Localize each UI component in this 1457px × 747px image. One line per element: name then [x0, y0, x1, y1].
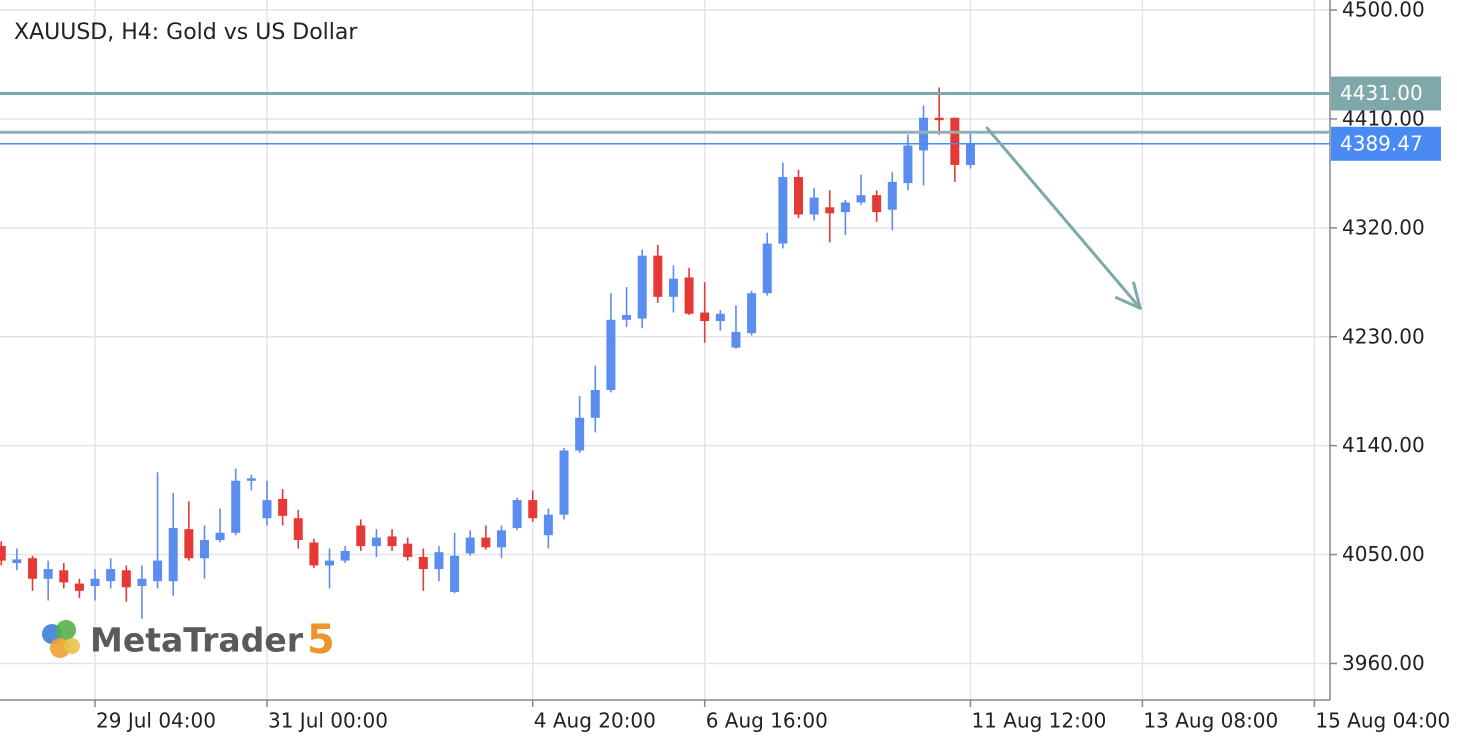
x-tick-label: 13 Aug 08:00 — [1143, 709, 1278, 733]
candle-body — [653, 255, 663, 297]
candle-body — [622, 314, 632, 320]
x-tick-label: 6 Aug 16:00 — [706, 709, 828, 733]
candle-body — [231, 480, 241, 533]
candle-body — [762, 243, 772, 294]
candle-body — [59, 570, 69, 583]
candle-body — [528, 500, 538, 519]
candle-body — [496, 530, 506, 548]
candle-body — [74, 583, 84, 591]
y-tick-label: 4320.00 — [1342, 215, 1425, 239]
grid — [0, 0, 1330, 700]
candle-body — [199, 540, 209, 559]
candle-body — [950, 117, 960, 165]
candle-body — [637, 255, 647, 319]
x-tick-label: 11 Aug 12:00 — [971, 709, 1106, 733]
candle-body — [887, 181, 897, 210]
candle-body — [278, 498, 288, 516]
logo-shape — [64, 638, 80, 654]
candle-body — [747, 293, 757, 334]
candle-body — [794, 177, 804, 215]
candle-body — [559, 450, 569, 515]
candle-body — [262, 500, 272, 519]
candle-body — [387, 536, 397, 547]
x-tick-label: 29 Jul 04:00 — [96, 709, 216, 733]
candle-body — [543, 514, 553, 536]
watermark: MetaTrader 5 — [42, 617, 335, 663]
candle-body — [215, 532, 225, 541]
candle-body — [90, 578, 100, 587]
y-tick-label: 4500.00 — [1342, 0, 1425, 22]
trend-arrow — [985, 126, 1142, 310]
price-box — [1331, 76, 1441, 111]
candle-body — [309, 542, 319, 566]
y-tick-label: 4140.00 — [1342, 433, 1425, 457]
watermark-logo — [42, 620, 80, 658]
y-tick-label: 4050.00 — [1342, 542, 1425, 566]
candle-body — [934, 117, 944, 121]
trend-arrow-head — [1114, 281, 1142, 310]
candle-body — [809, 197, 819, 215]
candle-body — [12, 559, 22, 564]
candle-body — [965, 143, 975, 165]
candle-body — [465, 537, 475, 554]
candle-body — [371, 537, 381, 547]
candle-body — [684, 277, 694, 314]
candle-body — [450, 555, 460, 593]
candles — [0, 87, 975, 619]
candle-body — [246, 478, 256, 481]
candle-body — [0, 546, 6, 561]
candle-body — [668, 278, 678, 297]
candle-body — [168, 527, 178, 582]
candle-body — [512, 500, 522, 528]
candle-body — [575, 417, 585, 451]
candle-body — [731, 331, 741, 348]
candle-body — [840, 202, 850, 213]
candle-body — [137, 578, 147, 587]
candle-body — [184, 529, 194, 559]
candle-body — [153, 560, 163, 582]
candle-body — [121, 570, 131, 588]
bid-box — [1331, 126, 1441, 161]
candle-body — [356, 525, 366, 547]
candle-body — [590, 389, 600, 418]
candle-body — [715, 313, 725, 322]
logo-shape — [56, 620, 76, 640]
chart-title: XAUUSD, H4: Gold vs US Dollar — [14, 20, 358, 45]
candle-body — [325, 560, 335, 566]
candle-body — [872, 195, 882, 213]
candle-body — [903, 145, 913, 184]
candle-body — [418, 556, 428, 570]
candle-body — [403, 543, 413, 557]
candle-body — [856, 195, 866, 203]
candle-body — [700, 312, 710, 322]
x-tick-label: 4 Aug 20:00 — [534, 709, 656, 733]
candle-body — [778, 177, 788, 244]
candle-body — [28, 558, 38, 579]
candle-body — [293, 518, 303, 541]
y-tick-label: 3960.00 — [1342, 651, 1425, 675]
candle-body — [434, 552, 444, 570]
candle-body — [919, 117, 929, 151]
x-tick-label: 15 Aug 04:00 — [1315, 709, 1450, 733]
bid-box-label: 4389.47 — [1340, 131, 1423, 155]
x-tick-label: 31 Jul 00:00 — [268, 709, 388, 733]
candle-body — [825, 207, 835, 214]
candle-body — [606, 319, 616, 390]
candle-body — [481, 537, 491, 548]
watermark-version: 5 — [307, 617, 335, 663]
price-box-label: 4431.00 — [1340, 81, 1423, 105]
candle-body — [340, 550, 350, 561]
candle-body — [106, 569, 116, 582]
watermark-name: MetaTrader — [90, 621, 304, 660]
y-tick-label: 4230.00 — [1342, 324, 1425, 348]
candle-body — [43, 569, 53, 579]
